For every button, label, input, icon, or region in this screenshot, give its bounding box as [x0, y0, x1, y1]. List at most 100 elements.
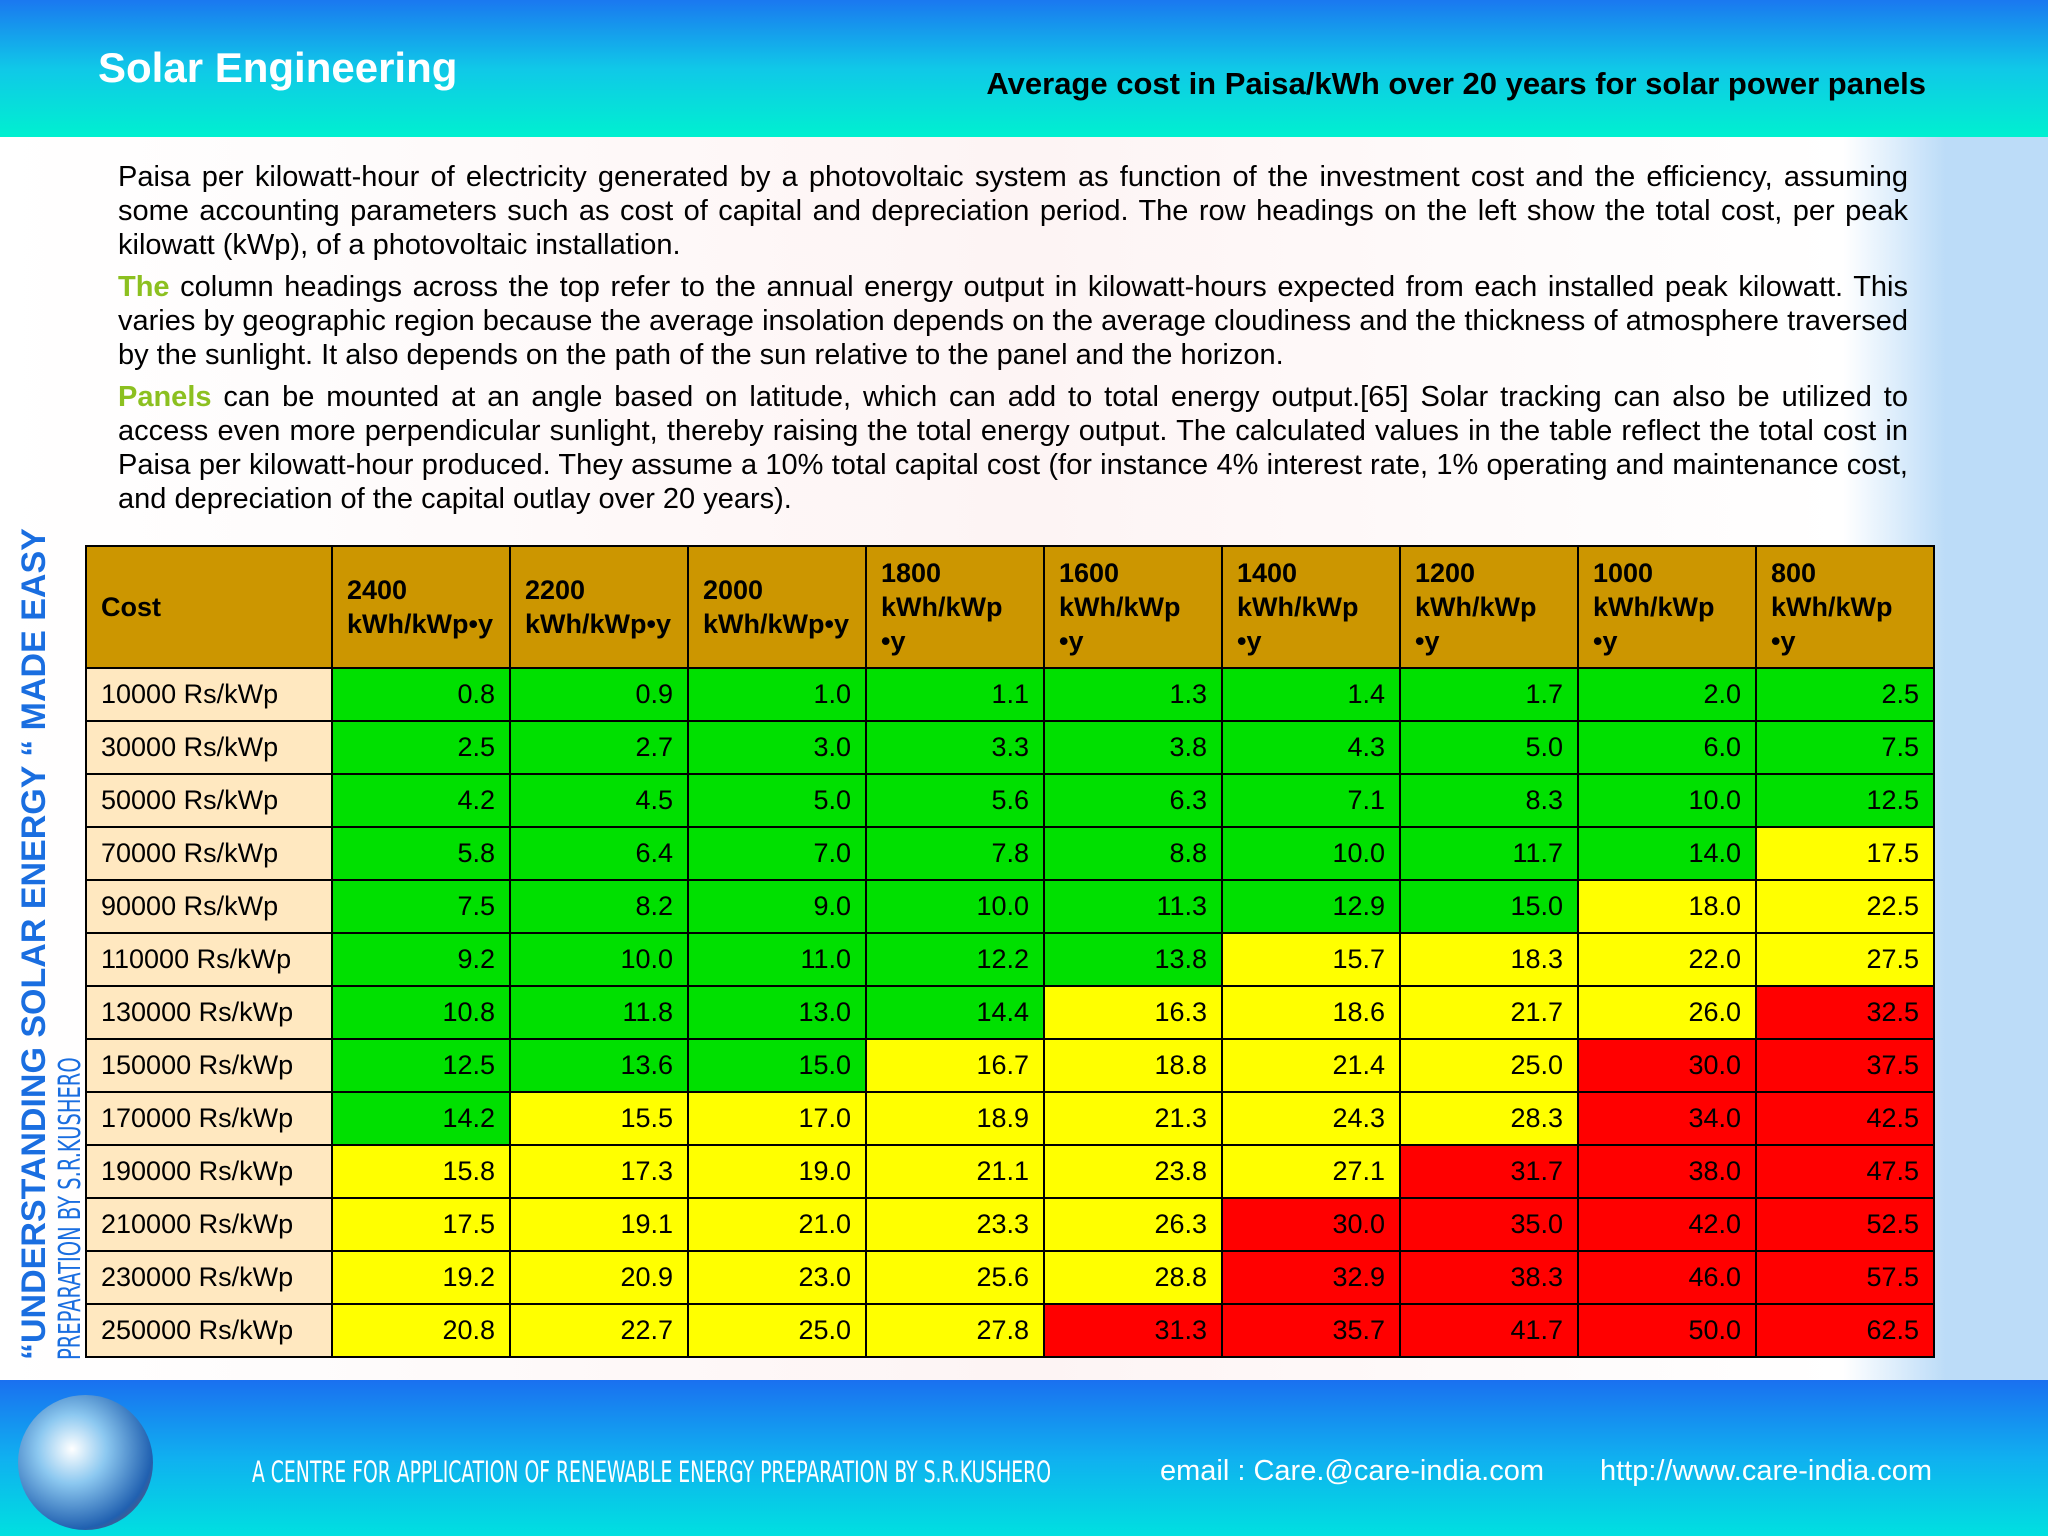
column-header: 1600 kWh/kWp •y: [1043, 545, 1223, 669]
row: 150000 Rs/kWp 12.5 13.6 15.0 16.7 18.8 21.4 25.…: [85, 1038, 1935, 1093]
cell: 15.0: [1399, 879, 1579, 934]
row-header: 210000 Rs/kWp: [85, 1197, 333, 1252]
cell: 15.0: [687, 1038, 867, 1093]
footer-email: email : Care.@care-india.com: [1160, 1455, 1545, 1487]
cell: 26.0: [1577, 985, 1757, 1040]
logo: [18, 1395, 153, 1530]
cell: 25.0: [687, 1303, 867, 1358]
cell: 27.8: [865, 1303, 1045, 1358]
cell: 52.5: [1755, 1197, 1935, 1252]
column-header: 800 kWh/kWp •y: [1755, 545, 1935, 669]
cell: 15.8: [331, 1144, 511, 1199]
cell: 2.5: [1755, 667, 1935, 722]
cell: 30.0: [1577, 1038, 1757, 1093]
paragraph-text: can be mounted at an angle based on lati…: [118, 381, 1908, 515]
footer-url[interactable]: http://www.care-india.com: [1600, 1455, 1933, 1487]
paragraph: Panels can be mounted at an angle based …: [118, 380, 1908, 516]
cell: 1.3: [1043, 667, 1223, 722]
cell: 21.1: [865, 1144, 1045, 1199]
cell: 3.3: [865, 720, 1045, 775]
cell: 31.3: [1043, 1303, 1223, 1358]
cell: 11.3: [1043, 879, 1223, 934]
cell: 17.0: [687, 1091, 867, 1146]
cell: 1.1: [865, 667, 1045, 722]
cell: 19.2: [331, 1250, 511, 1305]
cell: 21.3: [1043, 1091, 1223, 1146]
column-header: Cost: [85, 545, 333, 669]
cell: 31.7: [1399, 1144, 1579, 1199]
cell: 8.3: [1399, 773, 1579, 828]
cell: 1.0: [687, 667, 867, 722]
cell: 10.0: [1577, 773, 1757, 828]
cell: 25.6: [865, 1250, 1045, 1305]
cell: 5.6: [865, 773, 1045, 828]
side-title: “UNDERSTANDING SOLAR ENERGY “ MADE EASY: [15, 528, 53, 1360]
row-header: 230000 Rs/kWp: [85, 1250, 333, 1305]
cell: 24.3: [1221, 1091, 1401, 1146]
cell: 4.2: [331, 773, 511, 828]
cell: 18.3: [1399, 932, 1579, 987]
cell: 12.5: [1755, 773, 1935, 828]
cell: 16.7: [865, 1038, 1045, 1093]
cell: 28.8: [1043, 1250, 1223, 1305]
cell: 11.0: [687, 932, 867, 987]
cell: 17.5: [331, 1197, 511, 1252]
cell: 35.7: [1221, 1303, 1401, 1358]
row-header: 30000 Rs/kWp: [85, 720, 333, 775]
paragraph-text: Paisa per kilowatt-hour of electricity g…: [118, 161, 1908, 261]
cell: 42.0: [1577, 1197, 1757, 1252]
row: 70000 Rs/kWp 5.8 6.4 7.0 7.8 8.8 10.0 11.7 14.0 1…: [85, 826, 1935, 881]
cell: 7.5: [1755, 720, 1935, 775]
cell: 19.0: [687, 1144, 867, 1199]
cell: 32.5: [1755, 985, 1935, 1040]
row-header: 10000 Rs/kWp: [85, 667, 333, 722]
cell: 11.8: [509, 985, 689, 1040]
cell: 7.0: [687, 826, 867, 881]
cell: 62.5: [1755, 1303, 1935, 1358]
row-header: 50000 Rs/kWp: [85, 773, 333, 828]
row: 250000 Rs/kWp 20.8 22.7 25.0 27.8 31.3 35.7 41.…: [85, 1303, 1935, 1358]
cell: 41.7: [1399, 1303, 1579, 1358]
footer-centre: A CENTRE FOR APPLICATION OF RENEWABLE EN…: [252, 1455, 1052, 1489]
cell: 46.0: [1577, 1250, 1757, 1305]
cell: 7.8: [865, 826, 1045, 881]
column-header: 2000 kWh/kWp•y: [687, 545, 867, 669]
cell: 14.0: [1577, 826, 1757, 881]
row: 30000 Rs/kWp 2.5 2.7 3.0 3.3 3.8 4.3 5.0 6.0 7.5: [85, 720, 1935, 775]
cell: 21.0: [687, 1197, 867, 1252]
cell: 4.5: [509, 773, 689, 828]
cell: 12.9: [1221, 879, 1401, 934]
cell: 2.5: [331, 720, 511, 775]
row-header: 150000 Rs/kWp: [85, 1038, 333, 1093]
cell: 6.3: [1043, 773, 1223, 828]
cell: 18.8: [1043, 1038, 1223, 1093]
cell: 28.3: [1399, 1091, 1579, 1146]
cell: 57.5: [1755, 1250, 1935, 1305]
cell: 18.9: [865, 1091, 1045, 1146]
row-header: 70000 Rs/kWp: [85, 826, 333, 881]
row-header: 190000 Rs/kWp: [85, 1144, 333, 1199]
subtitle: Average cost in Paisa/kWh over 20 years …: [986, 66, 1926, 101]
cell: 30.0: [1221, 1197, 1401, 1252]
cell: 7.5: [331, 879, 511, 934]
header-row: Cost 2400 kWh/kWp•y 2200 kWh/kWp•y 2000 kWh…: [85, 545, 1935, 669]
column-header: 1200 kWh/kWp •y: [1399, 545, 1579, 669]
cell: 10.0: [509, 932, 689, 987]
cell: 13.6: [509, 1038, 689, 1093]
lead-word: The: [118, 271, 170, 303]
column-header: 1400 kWh/kWp •y: [1221, 545, 1401, 669]
paragraph: The column headings across the top refer…: [118, 270, 1908, 372]
cell: 34.0: [1577, 1091, 1757, 1146]
cell: 38.3: [1399, 1250, 1579, 1305]
cell: 8.2: [509, 879, 689, 934]
cell: 8.8: [1043, 826, 1223, 881]
cell: 38.0: [1577, 1144, 1757, 1199]
column-header: 2200 kWh/kWp•y: [509, 545, 689, 669]
row: 130000 Rs/kWp 10.8 11.8 13.0 14.4 16.3 18.6 21.…: [85, 985, 1935, 1040]
paragraph: Paisa per kilowatt-hour of electricity g…: [118, 160, 1908, 262]
cell: 9.2: [331, 932, 511, 987]
cell: 20.9: [509, 1250, 689, 1305]
cell: 0.8: [331, 667, 511, 722]
cell: 5.0: [1399, 720, 1579, 775]
